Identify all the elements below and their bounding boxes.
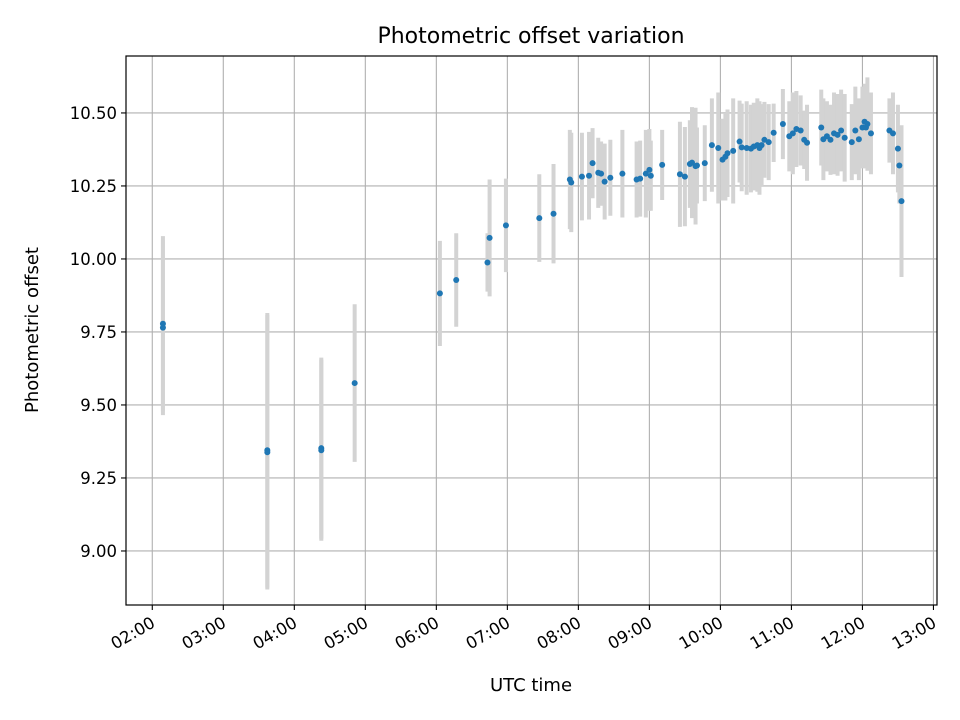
data-point	[676, 171, 683, 178]
data-point	[453, 276, 460, 283]
x-tick-label: 05:00	[321, 613, 372, 653]
data-point	[586, 172, 593, 179]
data-point	[659, 161, 666, 168]
data-point	[486, 234, 493, 241]
y-tick-label: 10.25	[70, 177, 117, 196]
x-axis-label: UTC time	[490, 675, 572, 696]
data-point	[701, 160, 708, 167]
data-point	[642, 170, 649, 177]
y-tick-label: 9.25	[80, 469, 117, 488]
data-point	[724, 150, 731, 157]
data-point	[852, 127, 859, 134]
data-point	[536, 215, 543, 222]
data-point	[855, 136, 862, 143]
data-point	[818, 124, 825, 131]
data-point	[827, 136, 834, 143]
data-point	[502, 222, 509, 229]
chart-title: Photometric offset variation	[377, 24, 684, 49]
data-point	[864, 121, 871, 128]
data-point	[159, 324, 166, 331]
data-point	[834, 131, 841, 138]
data-point	[646, 166, 653, 173]
data-point	[898, 198, 905, 205]
x-tick-label: 04:00	[250, 613, 301, 653]
data-point	[637, 175, 644, 182]
data-point	[550, 210, 557, 217]
data-point	[738, 144, 745, 151]
data-point	[601, 178, 608, 185]
data-point	[619, 170, 626, 177]
data-point	[708, 142, 715, 149]
grid	[126, 56, 937, 605]
x-tick-label: 10:00	[676, 613, 727, 653]
data-point	[889, 130, 896, 137]
data-point	[896, 162, 903, 169]
data-point	[779, 121, 786, 128]
data-point	[848, 139, 855, 146]
x-tick-label: 03:00	[179, 613, 230, 653]
x-tick-label: 11:00	[747, 613, 798, 653]
data-point	[318, 447, 325, 454]
y-tick-label: 9.00	[80, 542, 117, 561]
data-point	[693, 162, 700, 169]
data-point	[436, 290, 443, 297]
y-tick-label: 9.50	[80, 396, 117, 415]
x-tick-label: 07:00	[463, 613, 514, 653]
data-point	[598, 170, 605, 177]
data-point	[607, 174, 614, 181]
data-point	[797, 127, 804, 134]
data-point	[264, 449, 271, 456]
data-point	[736, 138, 743, 145]
data-point	[841, 134, 848, 141]
x-tick-label: 08:00	[534, 613, 585, 653]
data-point	[730, 147, 737, 154]
x-axis: 02:00 03:00 04:00 05:00 06:00 07:00 08:00 09:00…	[108, 605, 940, 653]
x-tick-label: 09:00	[605, 613, 656, 653]
data-point	[484, 259, 491, 266]
plot-frame	[125, 55, 938, 606]
data-point	[758, 142, 765, 149]
data-point	[867, 130, 874, 137]
data-point	[715, 144, 722, 151]
y-tick-label: 10.50	[70, 104, 117, 123]
data-point	[578, 173, 585, 180]
data-points	[159, 118, 905, 456]
x-tick-label: 06:00	[392, 613, 443, 653]
data-point	[770, 129, 777, 136]
data-point	[838, 127, 845, 134]
y-tick-label: 10.00	[70, 250, 117, 269]
x-tick-label: 13:00	[889, 613, 940, 653]
data-point	[647, 172, 654, 179]
y-axis-label: Photometric offset	[22, 247, 43, 413]
data-point	[589, 160, 596, 167]
data-point	[568, 179, 575, 186]
y-axis: 9.00 9.25 9.50 9.75 10.00 10.25 10.50	[70, 104, 126, 561]
data-point	[894, 145, 901, 152]
data-point	[789, 130, 796, 137]
y-tick-label: 9.75	[80, 323, 117, 342]
x-tick-label: 12:00	[818, 613, 869, 653]
data-point	[351, 380, 358, 387]
data-point	[765, 139, 772, 146]
data-point	[681, 173, 688, 180]
x-tick-label: 02:00	[108, 613, 159, 653]
data-point	[804, 139, 811, 146]
error-bars	[160, 77, 904, 590]
